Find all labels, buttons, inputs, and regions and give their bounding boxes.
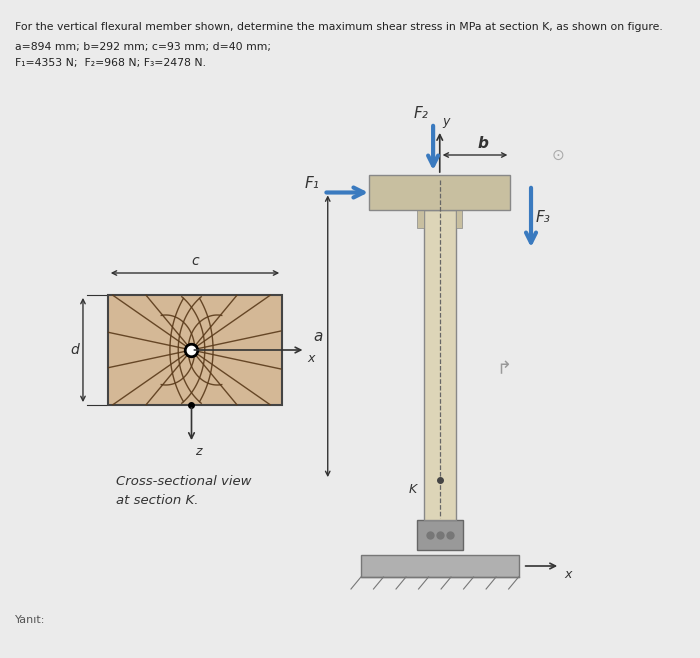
Bar	[417, 210, 424, 228]
Text: F₁=4353 N;  F₂=968 N; F₃=2478 N.: F₁=4353 N; F₂=968 N; F₃=2478 N.	[15, 58, 206, 68]
Text: F₂: F₂	[414, 106, 429, 121]
Text: c: c	[191, 254, 199, 268]
Text: ↱: ↱	[496, 360, 511, 378]
Text: Yanıt:: Yanıt:	[15, 615, 46, 625]
Bar	[417, 520, 463, 550]
Text: F₃: F₃	[536, 210, 550, 225]
Bar	[456, 210, 462, 228]
Text: x: x	[308, 352, 315, 365]
Bar	[361, 555, 519, 577]
Text: Cross-sectional view
at section K.: Cross-sectional view at section K.	[116, 475, 252, 507]
Text: z: z	[195, 445, 202, 458]
Text: a=894 mm; b=292 mm; c=93 mm; d=40 mm;: a=894 mm; b=292 mm; c=93 mm; d=40 mm;	[15, 42, 271, 52]
Text: d: d	[70, 343, 79, 357]
Bar	[424, 210, 456, 520]
Text: x: x	[564, 568, 572, 581]
Text: ⊙: ⊙	[552, 148, 565, 163]
Text: K: K	[409, 483, 417, 496]
Text: b: b	[478, 136, 489, 151]
Text: For the vertical flexural member shown, determine the maximum shear stress in MP: For the vertical flexural member shown, …	[15, 22, 663, 32]
Text: F₁: F₁	[304, 176, 319, 191]
Text: y: y	[442, 115, 449, 128]
Bar	[369, 175, 510, 210]
Text: a: a	[314, 329, 323, 343]
Bar	[108, 295, 282, 405]
